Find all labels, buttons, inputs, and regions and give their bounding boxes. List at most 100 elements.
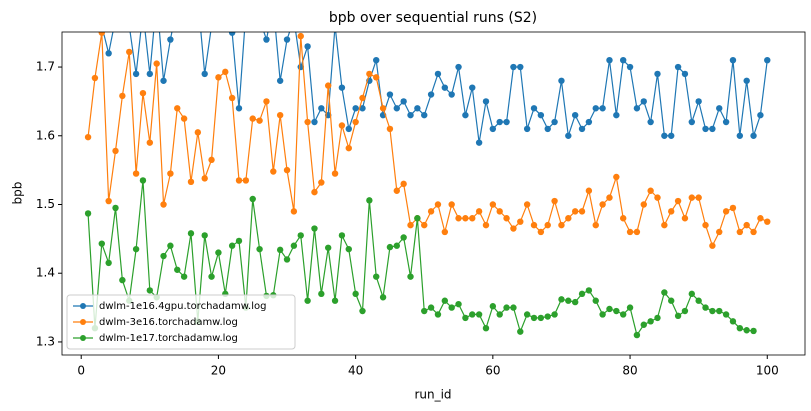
data-point <box>462 111 469 119</box>
data-point <box>235 237 243 245</box>
data-point <box>304 43 311 50</box>
data-point <box>181 16 187 22</box>
data-point <box>626 63 634 71</box>
data-point <box>345 125 352 133</box>
data-point <box>475 208 483 215</box>
legend-marker <box>80 335 86 341</box>
data-point <box>407 273 414 280</box>
data-point <box>201 70 208 78</box>
data-point <box>709 307 716 315</box>
data-point <box>195 0 201 2</box>
data-point <box>194 129 202 136</box>
data-point <box>654 194 661 201</box>
data-point <box>146 287 154 294</box>
data-point <box>270 2 276 8</box>
data-point <box>324 244 332 251</box>
data-point <box>290 242 298 249</box>
data-point <box>208 156 215 164</box>
data-point <box>174 266 181 273</box>
data-point <box>599 105 606 112</box>
data-point <box>256 245 263 253</box>
data-point <box>379 105 387 112</box>
data-point <box>647 318 654 325</box>
data-point <box>188 9 194 15</box>
data-point <box>421 111 428 119</box>
data-point <box>469 311 476 318</box>
data-point <box>434 311 442 318</box>
data-point <box>551 311 558 318</box>
data-point <box>270 168 277 175</box>
data-point <box>688 290 696 298</box>
data-point <box>400 234 407 241</box>
data-point <box>716 105 723 112</box>
data-point <box>283 256 291 263</box>
data-point <box>243 9 249 15</box>
data-point <box>235 177 243 184</box>
data-point <box>215 74 222 81</box>
data-point <box>105 197 112 205</box>
data-point <box>633 331 641 339</box>
data-point <box>180 273 188 280</box>
data-point <box>455 215 462 222</box>
data-point <box>716 307 723 315</box>
data-point <box>222 68 229 76</box>
data-point <box>640 321 647 328</box>
data-point <box>688 118 696 126</box>
data-point <box>132 170 140 177</box>
data-point <box>668 132 675 139</box>
x-tick-label: 40 <box>348 364 363 378</box>
data-point <box>338 232 346 239</box>
legend-label: dwlm-1e17.torchadamw.log <box>99 333 238 344</box>
data-point <box>750 228 757 236</box>
data-point <box>208 23 214 29</box>
data-point <box>297 232 304 239</box>
data-point <box>695 297 702 304</box>
data-point <box>517 328 524 335</box>
data-point <box>482 221 490 229</box>
x-axis-label: run_id <box>414 388 451 402</box>
data-point <box>640 201 647 208</box>
data-point <box>510 304 517 311</box>
data-point <box>503 215 510 222</box>
data-point <box>503 118 510 126</box>
data-point <box>386 125 394 133</box>
data-point <box>558 77 565 84</box>
data-point <box>263 36 270 43</box>
data-point <box>619 311 627 318</box>
data-point <box>318 179 325 186</box>
legend-label: dwlm-3e16.torchadamw.log <box>99 317 238 328</box>
data-point <box>681 215 689 222</box>
data-point <box>160 201 167 208</box>
data-point <box>654 314 661 322</box>
data-point <box>85 0 91 2</box>
data-point <box>599 311 606 318</box>
data-point <box>291 16 297 22</box>
data-point <box>462 215 469 222</box>
data-point <box>530 314 538 322</box>
data-point <box>613 307 620 315</box>
data-point <box>352 105 359 112</box>
data-point <box>489 125 497 133</box>
data-point <box>647 118 654 126</box>
data-point <box>99 23 105 29</box>
data-point <box>414 105 421 112</box>
data-point <box>290 208 298 215</box>
data-point <box>743 327 750 334</box>
data-point <box>297 32 304 40</box>
data-point <box>228 94 236 102</box>
data-point <box>318 105 325 112</box>
data-point <box>187 178 195 186</box>
data-point <box>352 290 359 298</box>
data-point <box>551 197 558 205</box>
data-point <box>606 194 613 201</box>
data-point <box>242 177 250 184</box>
data-point <box>167 242 174 249</box>
data-point <box>496 208 503 215</box>
x-tick-label: 60 <box>485 364 500 378</box>
data-point <box>544 221 551 229</box>
data-point <box>729 318 737 325</box>
data-point <box>215 249 222 256</box>
data-point <box>455 300 462 308</box>
data-point <box>304 297 311 304</box>
